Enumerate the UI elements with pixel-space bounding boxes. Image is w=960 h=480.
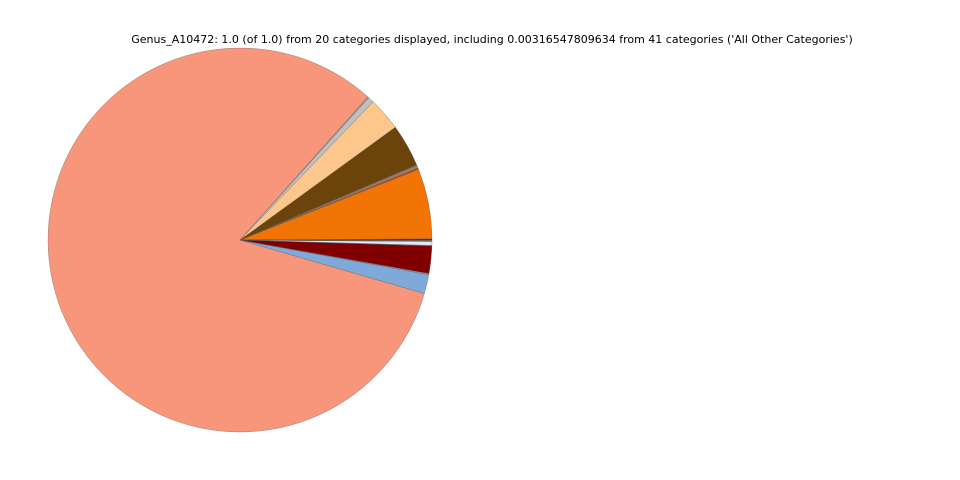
chart-title: Genus_A10472: 1.0 (of 1.0) from 20 categ… [131,33,853,46]
pie-slice [47,47,425,433]
